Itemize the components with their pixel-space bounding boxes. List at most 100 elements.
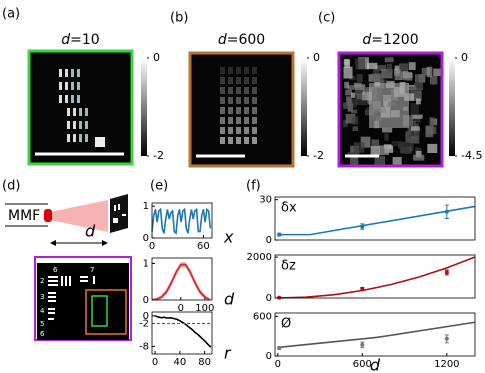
image-feature xyxy=(244,67,249,74)
image-feature xyxy=(343,102,353,110)
image-feature xyxy=(252,137,257,144)
y-axis-label: δx xyxy=(281,201,297,216)
image-feature xyxy=(85,121,88,129)
image-feature xyxy=(95,137,105,147)
image-feature xyxy=(65,95,68,103)
image-feature xyxy=(397,141,410,150)
panel-label: (e) xyxy=(150,179,168,194)
y-tick-label: 1 xyxy=(143,201,149,212)
image-feature xyxy=(252,117,257,124)
image-feature xyxy=(367,62,378,70)
image-feature xyxy=(79,108,82,116)
image-feature xyxy=(67,108,70,116)
x-tick-label: 0 xyxy=(178,303,184,314)
image-feature xyxy=(415,147,422,152)
image-feature xyxy=(244,97,249,104)
data-point xyxy=(444,336,449,341)
y-axis-label: Ø xyxy=(281,317,291,332)
target-label: 3 xyxy=(40,293,44,301)
y-tick-label: 0 xyxy=(143,311,149,322)
image-feature xyxy=(252,97,257,104)
image-feature xyxy=(351,116,359,125)
image-feature xyxy=(244,137,249,144)
panel-label: (d) xyxy=(2,179,20,194)
image-feature xyxy=(228,127,233,134)
image-feature xyxy=(220,127,225,134)
image-feature xyxy=(65,69,68,77)
image-feature xyxy=(372,73,384,83)
image-feature xyxy=(59,69,62,77)
y-tick-label: 1 xyxy=(143,258,149,269)
image-feature xyxy=(236,87,241,94)
image-feature xyxy=(79,134,82,142)
image-feature xyxy=(85,108,88,116)
image-feature xyxy=(362,91,372,101)
image-feature xyxy=(413,154,425,161)
image-feature xyxy=(356,93,363,100)
image-feature xyxy=(85,134,88,142)
image-title: d=10 xyxy=(61,32,99,48)
image-feature xyxy=(411,136,420,144)
y-tick-label: 30 xyxy=(259,195,272,206)
image-feature xyxy=(369,83,409,128)
image-feature xyxy=(67,121,70,129)
colorbar xyxy=(449,58,455,156)
image-feature xyxy=(79,121,82,129)
image-feature xyxy=(347,85,356,90)
image-feature xyxy=(59,95,62,103)
image-feature xyxy=(413,126,420,137)
colorbar-tick-label: 0 xyxy=(461,51,468,64)
data-point xyxy=(360,286,365,291)
image-title: d=1200 xyxy=(362,32,418,48)
x-tick-label: 100 xyxy=(195,303,214,314)
image-feature xyxy=(351,92,356,98)
image-feature xyxy=(353,142,365,153)
image-feature xyxy=(414,74,426,83)
data-line xyxy=(277,321,476,349)
image-frame xyxy=(188,51,295,168)
image-feature xyxy=(71,82,74,90)
title-variable: d xyxy=(362,32,371,48)
image-feature xyxy=(426,66,433,78)
image-feature xyxy=(228,137,233,144)
image-feature xyxy=(252,107,257,114)
image-frame xyxy=(27,49,134,166)
image-feature xyxy=(344,59,351,68)
image-feature xyxy=(244,107,249,114)
image-feature xyxy=(408,116,421,123)
y-tick-label: 0 xyxy=(143,295,149,306)
image-feature xyxy=(360,136,371,148)
plot-frame xyxy=(274,254,476,299)
data-line xyxy=(151,263,210,301)
plot-frame xyxy=(274,312,476,357)
x-tick-label: 600 xyxy=(353,359,372,370)
image-feature xyxy=(356,73,363,82)
fiber-diagram xyxy=(5,194,132,341)
image-feature xyxy=(404,93,415,101)
image-feature xyxy=(379,145,389,155)
panel-label: (a) xyxy=(2,7,20,22)
colorbar-tick-label: -4.5 xyxy=(461,149,482,162)
image-feature xyxy=(408,62,416,70)
image-feature xyxy=(353,82,362,88)
image-feature xyxy=(236,107,241,114)
data-line xyxy=(277,205,476,236)
target-label: 4 xyxy=(40,307,45,315)
image-feature xyxy=(345,113,356,124)
image-feature xyxy=(73,108,76,116)
colorbar xyxy=(301,58,307,156)
target-label: 6 xyxy=(40,330,45,338)
image-feature xyxy=(343,66,353,79)
target-label: 6 xyxy=(53,266,58,274)
data-line xyxy=(154,315,212,348)
image-feature xyxy=(404,86,415,94)
image-feature xyxy=(410,126,420,131)
image-background xyxy=(190,53,293,166)
data-point xyxy=(360,342,365,347)
image-feature xyxy=(220,117,225,124)
image-feature xyxy=(236,137,241,144)
x-tick-label: 0 xyxy=(152,357,158,368)
plot-frame xyxy=(151,257,213,301)
image-feature xyxy=(252,127,257,134)
panel-label: (f) xyxy=(246,179,261,194)
